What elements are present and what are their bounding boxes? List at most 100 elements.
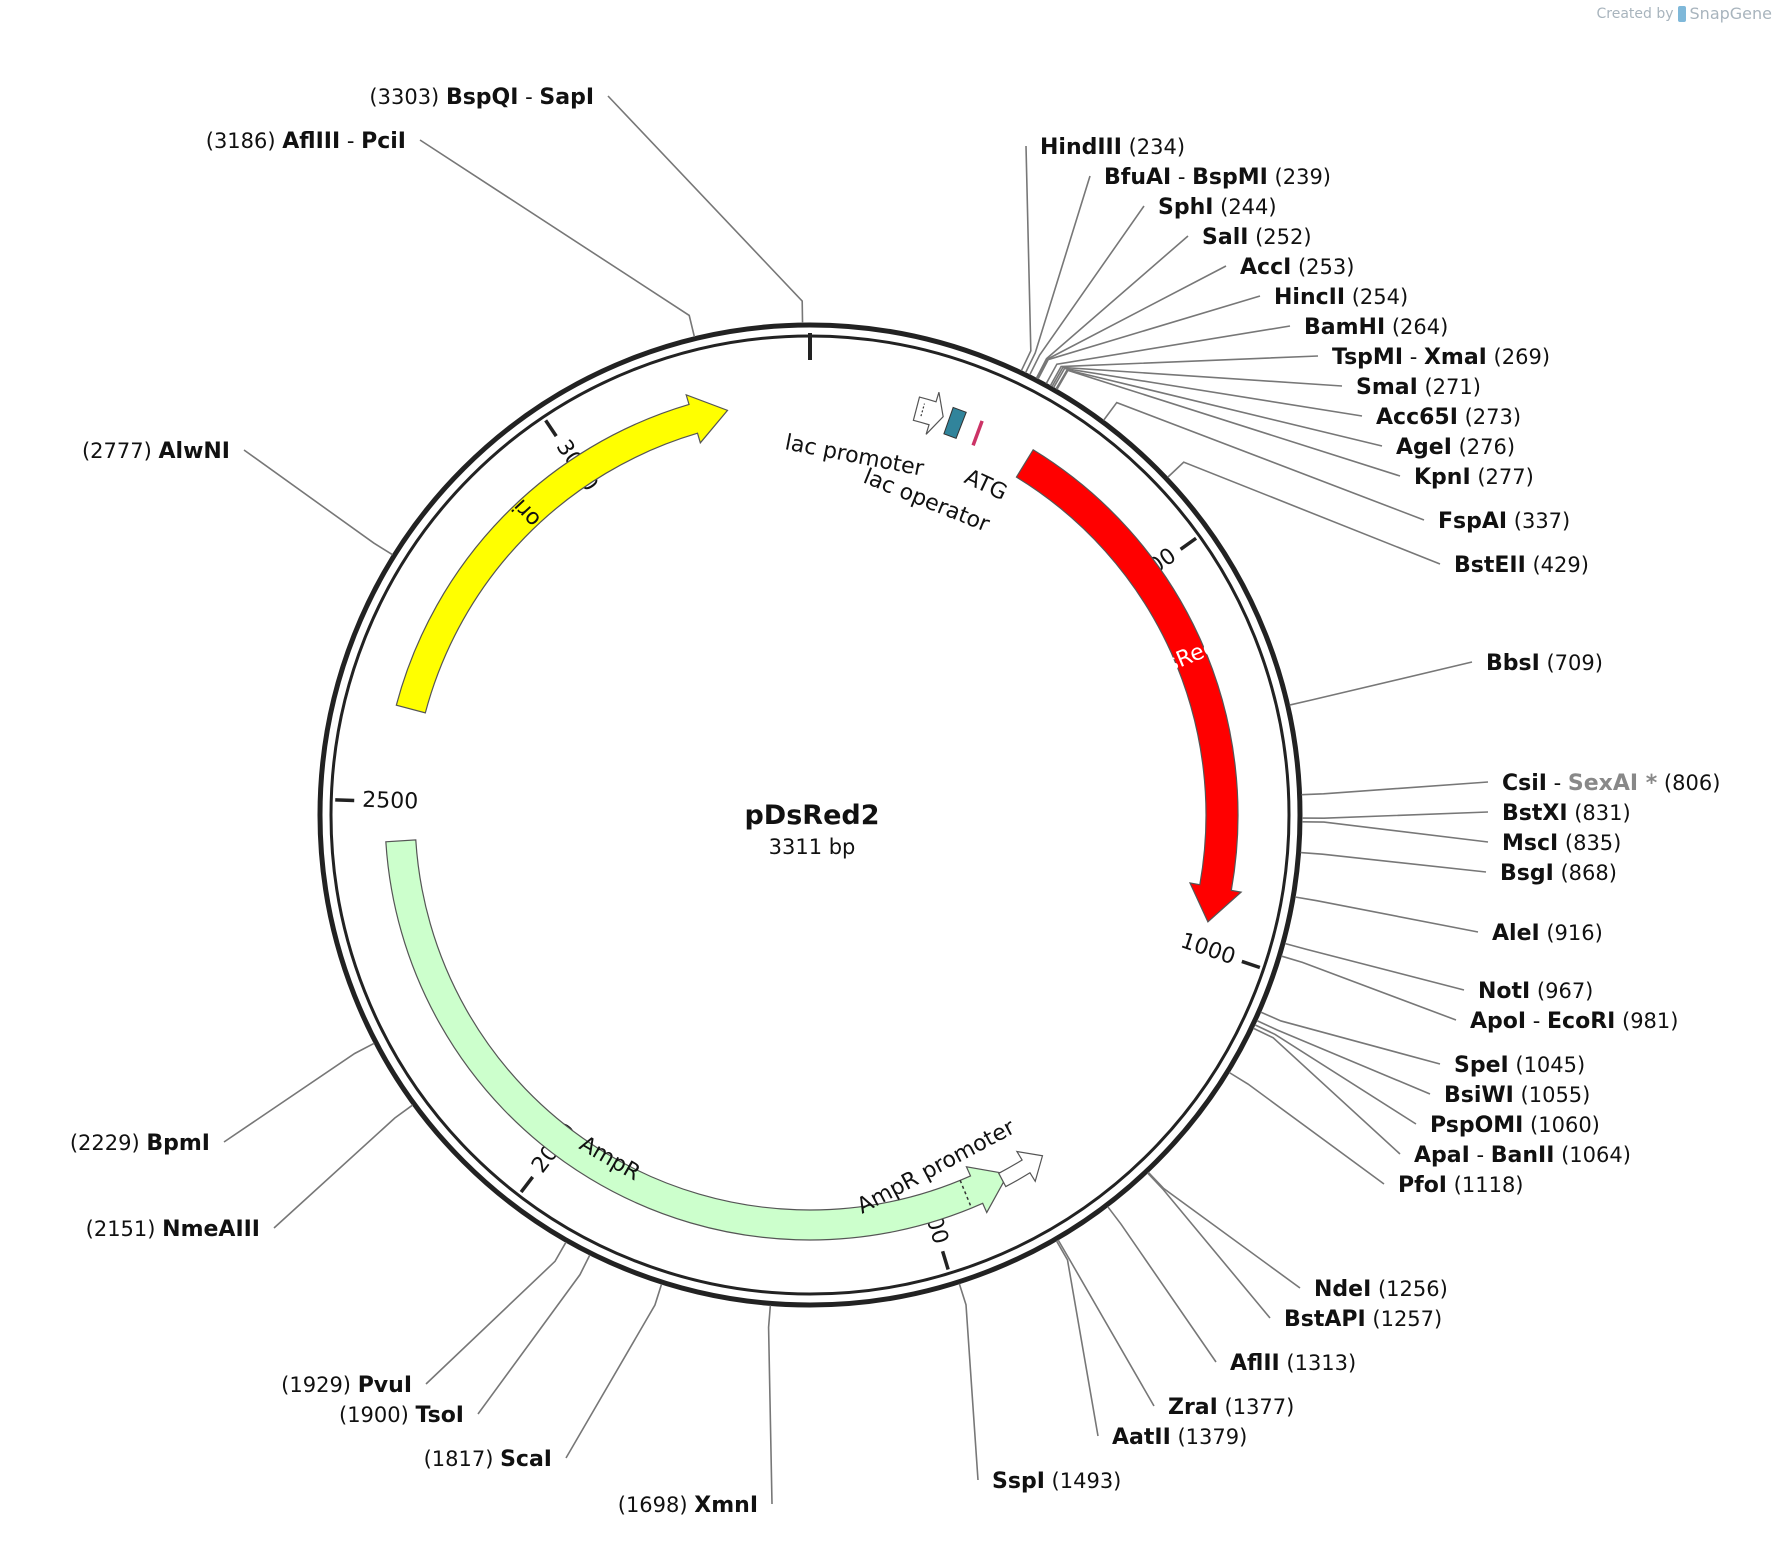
site-acc65i[interactable]: Acc65I (273) <box>1052 367 1521 430</box>
site-tsoi[interactable]: (1900) TsoI <box>339 1254 591 1428</box>
site-label: (1817) ScaI <box>424 1447 552 1472</box>
site-leader-line <box>223 1042 375 1143</box>
feature-lac-promoter-arrow <box>912 392 944 435</box>
site-enzyme-name: BpmI <box>146 1131 210 1156</box>
site-position: (271) <box>1418 375 1481 399</box>
site-enzyme-name: SphI <box>1158 195 1213 220</box>
site-leader-line <box>607 95 804 324</box>
site-position: (1493) <box>1045 1469 1122 1493</box>
site-acci[interactable]: AccI (253) <box>1036 255 1354 379</box>
site-bspqi[interactable]: (3303) BspQI - SapI <box>369 85 804 324</box>
feature-ori-arrow <box>395 393 729 714</box>
site-nmeaiii[interactable]: (2151) NmeAIII <box>86 1104 414 1242</box>
site-label: (2151) NmeAIII <box>86 1217 260 1242</box>
feature-lac-operator-box <box>943 406 967 439</box>
site-enzyme-name: SexAI * <box>1568 771 1658 796</box>
site-label: (2777) AlwNI <box>82 439 230 464</box>
site-bsgi[interactable]: BsgI (868) <box>1300 851 1617 886</box>
site-csii[interactable]: CsiI - SexAI * (806) <box>1301 771 1721 796</box>
site-scai[interactable]: (1817) ScaI <box>424 1283 663 1472</box>
site-label: ApaI - BanII (1064) <box>1414 1143 1631 1168</box>
site-apoi[interactable]: ApoI - EcoRI (981) <box>1281 955 1678 1034</box>
site-position: (1900) <box>339 1403 416 1427</box>
site-enzyme-name: CsiI <box>1502 771 1547 796</box>
site-tspmi[interactable]: TspMI - XmaI (269) <box>1049 345 1550 387</box>
site-leader-line <box>1289 661 1473 706</box>
site-enzyme-name: FspAI <box>1438 509 1507 534</box>
site-position: (1064) <box>1554 1143 1631 1167</box>
site-position: (1377) <box>1218 1395 1295 1419</box>
site-position: (1060) <box>1523 1113 1600 1137</box>
site-bfuai[interactable]: BfuAI - BspMI (239) <box>1024 165 1331 374</box>
site-position: (1055) <box>1514 1083 1591 1107</box>
site-label: SphI (244) <box>1158 195 1277 220</box>
site-enzyme-name: TsoI <box>416 1403 464 1428</box>
site-enzyme-name: Acc65I <box>1376 405 1458 430</box>
site-label: AccI (253) <box>1240 255 1354 280</box>
site-pspomi[interactable]: PspOMI (1060) <box>1254 1024 1600 1138</box>
site-bbsi[interactable]: BbsI (709) <box>1289 651 1603 706</box>
site-enzyme-name: ScaI <box>500 1447 552 1472</box>
site-sphi[interactable]: SphI (244) <box>1029 195 1277 376</box>
site-hindiii[interactable]: HindIII (234) <box>1020 135 1185 372</box>
site-label: ApoI - EcoRI (981) <box>1470 1009 1678 1034</box>
site-kpni[interactable]: KpnI (277) <box>1056 369 1534 490</box>
site-msci[interactable]: MscI (835) <box>1301 820 1621 856</box>
site-position: (3186) <box>206 129 283 153</box>
site-xmni[interactable]: (1698) XmnI <box>618 1305 773 1518</box>
feature-label-lac-promoter: lac promoter <box>783 430 927 482</box>
site-bstapi[interactable]: BstAPI (1257) <box>1147 1172 1443 1332</box>
site-separator: - <box>1470 1143 1491 1167</box>
site-position: (239) <box>1268 165 1331 189</box>
site-bsiwi[interactable]: BsiWI (1055) <box>1256 1019 1591 1108</box>
site-leader-line <box>1253 1027 1401 1155</box>
tick-1500 <box>940 1250 950 1270</box>
site-afliii[interactable]: (3186) AflIII - PciI <box>206 129 696 337</box>
site-position: (981) <box>1615 1009 1678 1033</box>
site-bstxi[interactable]: BstXI (831) <box>1301 801 1631 826</box>
site-label: (3303) BspQI - SapI <box>369 85 594 110</box>
site-position: (1045) <box>1509 1053 1586 1077</box>
site-label: SpeI (1045) <box>1454 1053 1585 1078</box>
site-apai[interactable]: ApaI - BanII (1064) <box>1253 1027 1631 1168</box>
site-spei[interactable]: SpeI (1045) <box>1260 1011 1585 1078</box>
site-enzyme-name: BbsI <box>1486 651 1540 676</box>
site-position: (709) <box>1540 651 1603 675</box>
site-enzyme-name: BstAPI <box>1284 1307 1366 1332</box>
site-alei[interactable]: AleI (916) <box>1294 896 1603 946</box>
site-label: (1900) TsoI <box>339 1403 464 1428</box>
site-pfoi[interactable]: PfoI (1118) <box>1228 1071 1524 1198</box>
site-hincii[interactable]: HincII (254) <box>1037 285 1408 380</box>
site-position: (1817) <box>424 1447 501 1471</box>
tick-1000 <box>1241 959 1261 970</box>
site-sali[interactable]: SalI (252) <box>1035 225 1312 379</box>
snapgene-brand-text: SnapGene <box>1689 4 1772 23</box>
site-zrai[interactable]: ZraI (1377) <box>1057 1239 1295 1420</box>
site-enzyme-name: AatII <box>1112 1425 1171 1450</box>
site-smai[interactable]: SmaI (271) <box>1051 366 1481 400</box>
site-leader-line <box>958 1283 979 1481</box>
site-pvui[interactable]: (1929) PvuI <box>281 1241 567 1398</box>
site-leader-line <box>1254 1024 1417 1125</box>
site-leader-line <box>1051 366 1343 388</box>
site-ndei[interactable]: NdeI (1256) <box>1147 1171 1448 1302</box>
snapgene-logo-icon <box>1677 5 1686 22</box>
site-aflii[interactable]: AflII (1313) <box>1107 1206 1357 1376</box>
site-agei[interactable]: AgeI (276) <box>1055 368 1515 460</box>
site-sspi[interactable]: SspI (1493) <box>958 1283 1122 1494</box>
site-noti[interactable]: NotI (967) <box>1284 942 1593 1004</box>
site-fspai[interactable]: FspAI (337) <box>1102 401 1571 534</box>
feature-ampr-arrow <box>385 839 1009 1241</box>
site-separator: - <box>518 85 539 109</box>
site-position: (337) <box>1507 509 1570 533</box>
plasmid-name: pDsRed2 <box>744 800 879 831</box>
site-enzyme-name: PvuI <box>358 1373 412 1398</box>
site-label: MscI (835) <box>1502 831 1621 856</box>
site-bpmi[interactable]: (2229) BpmI <box>70 1042 375 1156</box>
site-bsteii[interactable]: BstEII (429) <box>1167 461 1589 578</box>
site-aatii[interactable]: AatII (1379) <box>1055 1240 1247 1450</box>
site-bamhi[interactable]: BamHI (264) <box>1045 315 1448 384</box>
site-alwni[interactable]: (2777) AlwNI <box>82 439 393 556</box>
site-position: (916) <box>1540 921 1603 945</box>
site-label: (1698) XmnI <box>618 1493 758 1518</box>
